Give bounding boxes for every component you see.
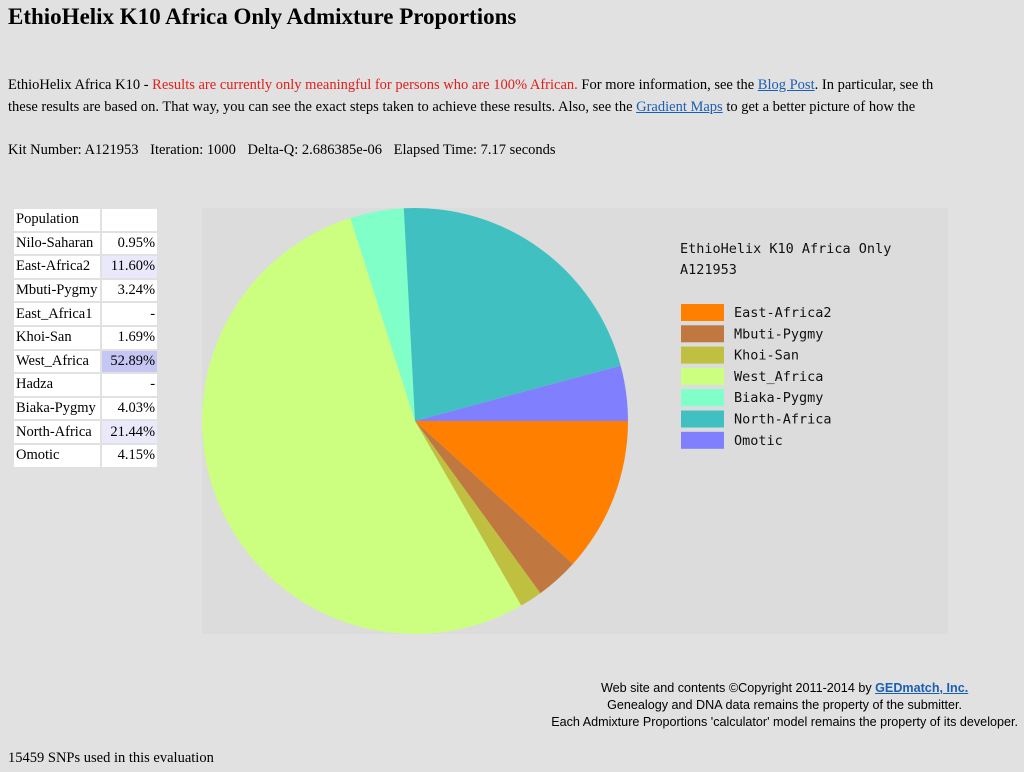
legend-label: East-Africa2 [734,305,832,321]
pie-slice-mbuti-pygmy [415,421,573,594]
population-name: Nilo-Saharan [14,232,101,255]
legend-swatch [681,304,724,321]
chart-legend: East-Africa2 Mbuti-Pygmy Khoi-San West_Afri… [681,304,832,449]
legend-label: Khoi-San [734,348,799,364]
population-name: Khoi-San [14,326,101,349]
table-row: Hadza - [14,374,158,396]
table-row: North-Africa 21.44% [14,421,158,443]
legend-swatch [681,410,724,428]
table-row: Khoi-San 1.69% [14,326,158,349]
population-percent: - [102,303,158,325]
population-percent: 1.69% [102,326,158,349]
intro-prefix: EthioHelix Africa K10 - [8,77,153,93]
population-percent: 4.15% [102,444,158,467]
kit-number: Kit Number: A121953 [8,142,139,158]
iteration: Iteration: 1000 [150,142,236,158]
pie-chart: EthioHelix K10 Africa Only A121953 East-… [202,208,891,634]
footer-calculator-note: Each Admixture Proportions 'calculator' … [551,715,1018,729]
population-name: Omotic [14,444,101,467]
pie-slice-omotic [415,365,628,421]
intro-text-1: For more information, see the [577,77,758,93]
population-table: Population Nilo-Saharan 0.95% East-Africa2… [12,207,159,469]
legend-swatch [681,431,724,449]
legend-label: North-Africa [734,412,832,428]
intro-line2-prefix: these results are based on. That way, yo… [8,99,637,115]
intro-line-2: these results are based on. That way, yo… [8,99,915,116]
footer-copyright-text: Web site and contents ©Copyright 2011-20… [600,681,876,695]
population-percent: 11.60% [102,256,158,278]
population-name: Mbuti-Pygmy [14,279,101,302]
population-name: West_Africa [14,350,101,373]
table-row: Biaka-Pygmy 4.03% [14,397,158,420]
table-header-population: Population [14,209,101,231]
population-name: East-Africa2 [14,256,101,278]
population-percent: 3.24% [102,279,158,302]
snps-count: 15459 SNPs used in this evaluation [8,750,214,766]
footer-copyright: Web site and contents ©Copyright 2011-20… [551,680,1018,697]
kit-info: Kit Number: A121953 Iteration: 1000 Delt… [8,142,564,159]
gedmatch-link[interactable]: GEDmatch, Inc. [875,681,969,695]
legend-swatch [681,346,724,364]
intro-warning: Results are currently only meaningful fo… [152,77,578,93]
population-name: East_Africa1 [14,303,101,325]
population-percent: 21.44% [102,421,158,443]
table-row: Omotic 4.15% [14,444,158,467]
pie-slice-north-africa [403,208,621,421]
pie-slice-biaka-pygmy [350,208,415,421]
intro-line2-suffix: to get a better picture of how the [722,99,916,115]
pie-chart-panel: EthioHelix K10 Africa Only A121953 East-… [202,208,948,634]
population-name: Hadza [14,374,101,396]
delta-q: Delta-Q: 2.686385e-06 [247,142,383,158]
pie-slice-east-africa2 [415,421,628,564]
legend-label: Omotic [734,433,783,449]
table-row: East_Africa1- [14,303,158,325]
intro-line-1: EthioHelix Africa K10 - Results are curr… [8,77,933,94]
legend-swatch [681,389,724,407]
blog-post-link[interactable]: Blog Post [757,77,815,93]
chart-subtitle: A121953 [680,262,737,278]
table-row: Mbuti-Pygmy 3.24% [14,279,158,302]
legend-label: West_Africa [734,369,823,385]
table-row: East-Africa2 11.60% [14,256,158,278]
page-title: EthioHelix K10 Africa Only Admixture Pro… [8,4,517,29]
legend-swatch [681,367,724,385]
table-row: West_Africa 52.89% [14,350,158,373]
population-name: North-Africa [14,421,101,443]
table-header-row: Population [14,209,158,231]
legend-swatch [681,325,724,343]
population-percent: - [102,374,158,396]
legend-label: Biaka-Pygmy [734,390,823,406]
gradient-maps-link[interactable]: Gradient Maps [636,99,723,115]
pie-slices [202,208,628,634]
footer: Web site and contents ©Copyright 2011-20… [551,680,1018,731]
population-percent: 0.95% [102,232,158,255]
table-row: Nilo-Saharan 0.95% [14,232,158,255]
population-percent: 4.03% [102,397,158,420]
pie-slice-west-africa [202,218,522,634]
pie-slice-khoi-san [415,421,541,606]
population-name: Biaka-Pygmy [14,397,101,420]
chart-title: EthioHelix K10 Africa Only [680,241,891,257]
elapsed-time: Elapsed Time: 7.17 seconds [393,142,556,158]
population-percent: 52.89% [102,350,158,373]
intro-text-2: . In particular, see th [814,77,934,93]
legend-label: Mbuti-Pygmy [734,326,823,342]
footer-genealogy-note: Genealogy and DNA data remains the prope… [607,698,963,712]
table-header-value [102,209,158,231]
